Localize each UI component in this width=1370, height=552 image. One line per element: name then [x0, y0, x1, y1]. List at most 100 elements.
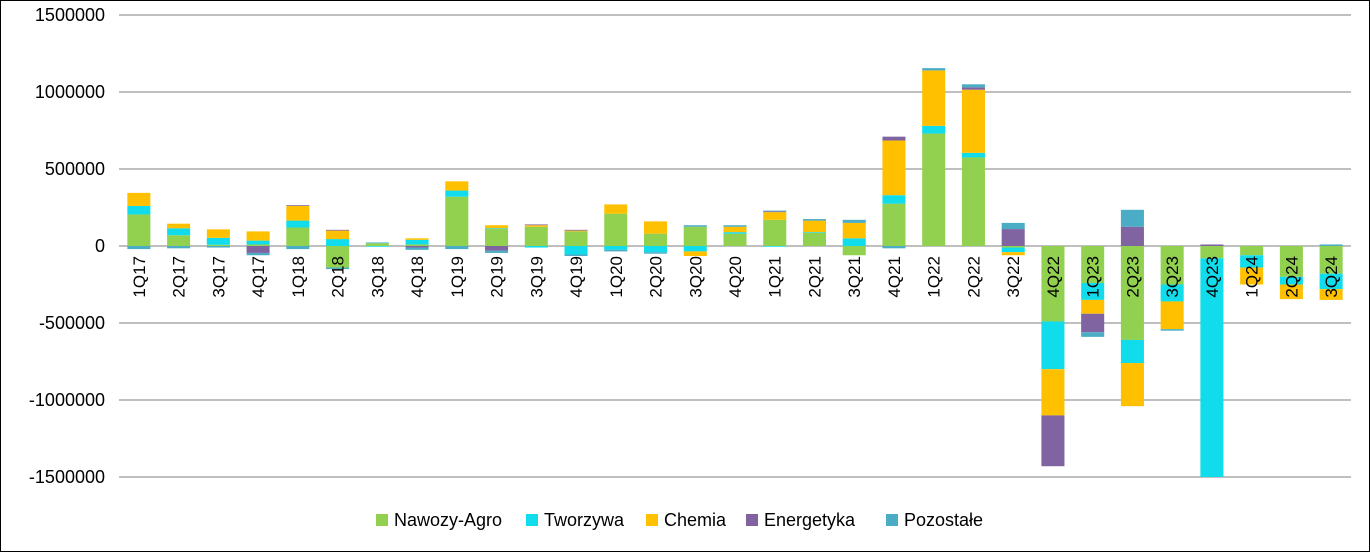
x-category-label: 4Q23 [1203, 256, 1222, 298]
bar-segment-energetyka [961, 87, 985, 90]
x-category-label: 2Q20 [647, 256, 666, 298]
bar-segment-chemia [286, 205, 310, 221]
bar-segment-tworzywa [961, 152, 985, 158]
legend-swatch [886, 514, 898, 526]
bar-segment-nawozy-agro [1041, 246, 1065, 322]
bar-segment-nawozy-agro [246, 244, 270, 246]
bar-segment-pozosta-e [763, 210, 787, 212]
bar-segment-tworzywa [445, 190, 469, 197]
bar-segment-chemia [882, 140, 906, 196]
y-tick-label: 0 [95, 236, 105, 256]
bar-segment-nawozy-agro [802, 232, 827, 246]
bar-segment-energetyka [524, 224, 548, 226]
x-category-label: 3Q17 [209, 256, 228, 298]
bar-segment-chemia [802, 220, 827, 233]
bar-segment-chemia [683, 251, 707, 257]
legend-label: Nawozy-Agro [394, 510, 502, 530]
x-category-label: 1Q21 [766, 256, 785, 298]
bar-segment-pozosta-e [445, 246, 469, 250]
legend-swatch [746, 514, 758, 526]
legend-label: Tworzywa [544, 510, 625, 530]
y-tick-label: -1500000 [29, 467, 105, 487]
bar-segment-nawozy-agro [1319, 246, 1343, 274]
x-category-label: 4Q17 [249, 256, 268, 298]
x-category-label: 2Q22 [964, 256, 983, 298]
bar-segment-tworzywa [405, 239, 429, 245]
x-category-label: 1Q20 [607, 256, 626, 298]
bar-segment-pozosta-e [961, 84, 985, 88]
bar-segment-chemia [485, 225, 509, 229]
bar-segment-nawozy-agro [365, 243, 389, 246]
x-category-label: 3Q20 [686, 256, 705, 298]
x-category-label: 3Q23 [1163, 256, 1182, 298]
bar-segment-tworzywa [246, 240, 270, 245]
x-category-label: 3Q22 [1004, 256, 1023, 298]
bar-segment-tworzywa [643, 246, 668, 253]
x-category-label: 1Q18 [289, 256, 308, 298]
bar-segment-pozosta-e [643, 252, 668, 254]
bar-segment-pozosta-e [1120, 209, 1144, 227]
bar-segment-tworzywa [206, 237, 230, 245]
bar-segment-energetyka [1041, 415, 1065, 467]
y-tick-label: 1500000 [35, 5, 105, 25]
bar-segment-nawozy-agro [286, 227, 310, 246]
bar-segment-nawozy-agro [524, 226, 548, 246]
x-category-label: 1Q24 [1243, 256, 1262, 298]
bar-segment-energetyka [1081, 313, 1105, 333]
bar-segment-chemia [445, 181, 469, 191]
bar-segment-energetyka [1120, 226, 1144, 246]
bar-segment-chemia [326, 230, 350, 240]
bar-segment-nawozy-agro [1200, 246, 1224, 259]
legend-label: Chemia [664, 510, 727, 530]
y-tick-label: 500000 [45, 159, 105, 179]
bar-segment-chemia [961, 89, 985, 153]
bar-segment-nawozy-agro [683, 226, 707, 246]
bar-segment-nawozy-agro [842, 246, 866, 256]
bar-segment-tworzywa [802, 232, 827, 233]
bar-segment-chemia [1041, 369, 1065, 416]
x-category-label: 1Q23 [1084, 256, 1103, 298]
bar-segment-chemia [763, 212, 787, 220]
bar-segment-tworzywa [524, 246, 548, 248]
bar-segment-pozosta-e [246, 252, 270, 256]
x-category-label: 3Q19 [527, 256, 546, 298]
bar-segment-tworzywa [1319, 273, 1343, 290]
bar-segment-nawozy-agro [922, 133, 946, 246]
bar-segment-pozosta-e [127, 246, 151, 250]
grid-layer [119, 14, 1351, 478]
x-category-label: 4Q20 [726, 256, 745, 298]
bar-segment-pozosta-e [922, 68, 946, 71]
bar-segment-pozosta-e [206, 246, 230, 248]
bar-segment-tworzywa [1279, 276, 1303, 285]
bar-segment-nawozy-agro [326, 246, 350, 268]
bar-segment-tworzywa [1160, 284, 1184, 302]
bar-segment-tworzywa [882, 195, 906, 204]
x-category-label: 4Q18 [408, 256, 427, 298]
bar-segment-pozosta-e [485, 250, 509, 253]
bar-segment-energetyka [286, 205, 310, 206]
x-category-label: 2Q21 [805, 256, 824, 298]
bar-segment-tworzywa [167, 228, 191, 236]
bar-segment-nawozy-agro [1279, 246, 1303, 277]
bar-segment-chemia [167, 223, 191, 229]
bar-segment-pozosta-e [1081, 332, 1105, 337]
bar-segment-tworzywa [1001, 247, 1025, 253]
legend-swatch [526, 514, 538, 526]
bar-segment-chemia [524, 225, 548, 227]
bar-segment-tworzywa [485, 228, 509, 230]
bar-segment-chemia [922, 70, 946, 126]
bar-segment-nawozy-agro [564, 231, 588, 246]
bar-segment-chemia [604, 204, 628, 214]
bar-segment-tworzywa [127, 205, 151, 215]
legend-swatch [376, 514, 388, 526]
bar-segment-energetyka [485, 246, 509, 251]
bar-segment-nawozy-agro [1240, 246, 1264, 256]
legend-label: Energetyka [764, 510, 856, 530]
bar-segment-pozosta-e [365, 242, 389, 244]
bar-segment-chemia [405, 238, 429, 240]
bar-segment-tworzywa [1120, 339, 1144, 364]
bar-segment-chemia [1279, 284, 1303, 300]
bar-segment-pozosta-e [723, 225, 747, 227]
bar-segment-energetyka [882, 136, 906, 141]
